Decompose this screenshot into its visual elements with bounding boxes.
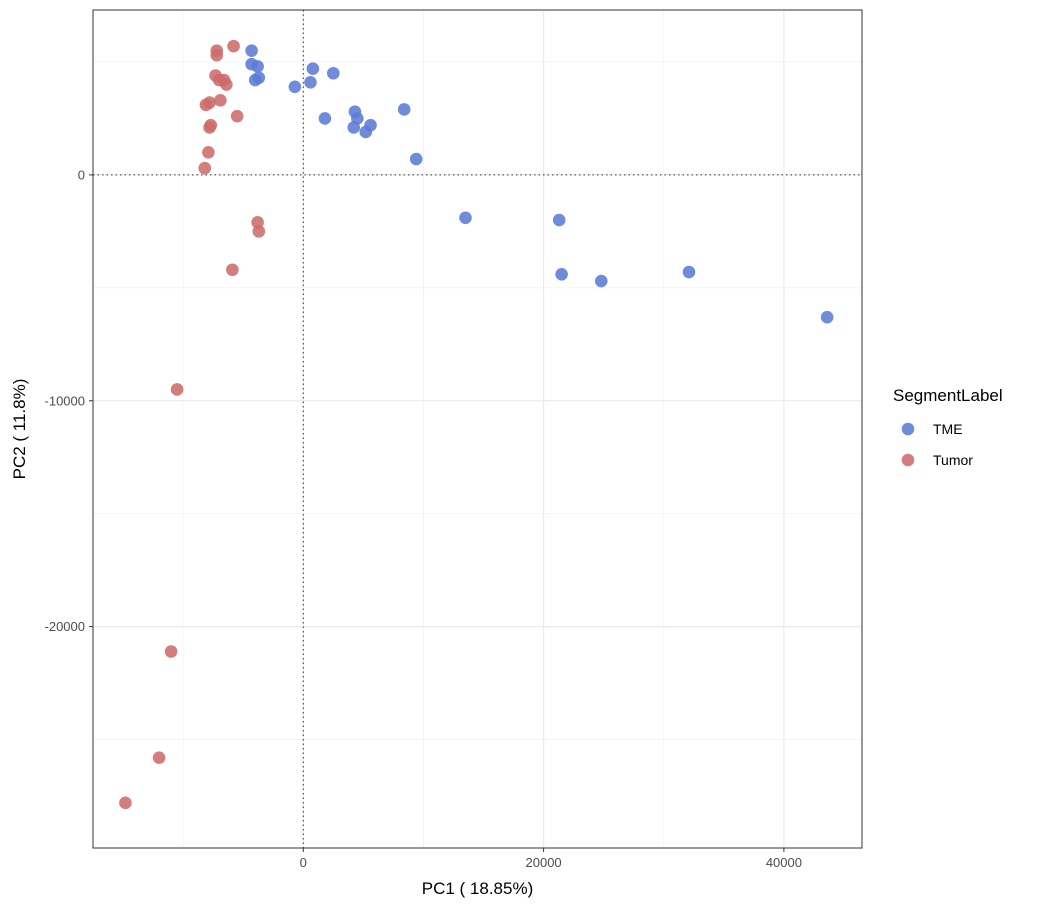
data-point-tme — [288, 80, 302, 94]
data-point-tme — [682, 265, 696, 279]
data-point-tumor — [252, 225, 266, 238]
data-point-tme — [245, 44, 258, 57]
x-tick-label: 0 — [300, 855, 307, 870]
data-point-tumor — [227, 39, 240, 53]
legend: SegmentLabel TME Tumor — [893, 386, 1003, 468]
y-axis-title: PC2 ( 11.8%) — [10, 379, 29, 480]
data-point-tumor — [220, 78, 233, 91]
legend-title: SegmentLabel — [893, 386, 1003, 405]
data-point-tumor — [226, 263, 239, 277]
data-point-tumor — [210, 48, 224, 62]
data-point-tme — [304, 75, 317, 89]
data-point-tme — [555, 267, 568, 281]
data-point-tumor — [198, 161, 212, 175]
data-point-tme — [318, 112, 332, 125]
x-axis-title: PC1 ( 18.85%) — [422, 879, 534, 898]
data-point-tumor — [230, 109, 244, 123]
data-point-tme — [397, 103, 411, 116]
y-tick-label: -20000 — [45, 619, 85, 634]
legend-label-tme: TME — [933, 421, 963, 437]
data-point-tumor — [119, 796, 132, 810]
points-layer — [119, 39, 834, 810]
legend-label-tumor: Tumor — [933, 452, 973, 468]
panel-border — [92, 9, 863, 849]
y-tick-label: -10000 — [45, 393, 85, 408]
data-point-tme — [364, 118, 377, 132]
data-point-tme — [347, 121, 361, 134]
data-point-tme — [459, 211, 472, 225]
data-point-tme — [252, 71, 266, 85]
x-axis: 0 20000 40000 — [300, 848, 802, 870]
y-axis: 0 -10000 -20000 — [45, 167, 93, 634]
data-point-tumor — [214, 94, 227, 107]
data-point-tumor — [202, 146, 215, 159]
data-point-tme — [820, 310, 834, 324]
data-point-tumor — [199, 98, 213, 112]
data-point-tme — [409, 152, 423, 166]
data-point-tumor — [203, 121, 216, 134]
legend-key-tumor — [901, 453, 915, 467]
data-point-tme — [251, 60, 264, 73]
data-point-tme — [306, 62, 320, 76]
reference-lines — [93, 10, 862, 848]
data-point-tme — [327, 66, 340, 80]
grid-layer — [93, 10, 862, 848]
x-tick-label: 20000 — [526, 855, 562, 870]
data-point-tumor — [164, 645, 178, 658]
legend-key-tme — [901, 422, 915, 436]
data-point-tumor — [152, 751, 166, 764]
data-point-tumor — [170, 383, 184, 396]
data-point-tme — [594, 274, 608, 288]
data-point-tme — [552, 213, 566, 227]
y-tick-label: 0 — [78, 167, 85, 182]
x-tick-label: 40000 — [766, 855, 802, 870]
